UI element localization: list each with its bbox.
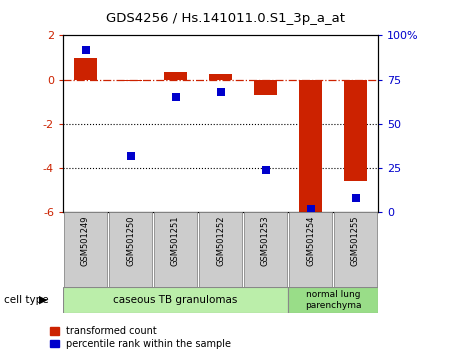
- Bar: [344, 80, 367, 181]
- Text: ▶: ▶: [39, 295, 47, 305]
- Text: GSM501252: GSM501252: [216, 215, 225, 266]
- Text: GSM501255: GSM501255: [351, 215, 360, 266]
- Text: normal lung
parenchyma: normal lung parenchyma: [305, 290, 361, 310]
- Bar: [299, 80, 322, 215]
- Point: [82, 47, 89, 52]
- Bar: [64, 212, 107, 287]
- Text: GSM501249: GSM501249: [81, 215, 90, 266]
- Point: [307, 206, 314, 212]
- Bar: [244, 212, 287, 287]
- Bar: [63, 287, 288, 313]
- Bar: [154, 212, 197, 287]
- Text: GDS4256 / Hs.141011.0.S1_3p_a_at: GDS4256 / Hs.141011.0.S1_3p_a_at: [105, 12, 345, 25]
- Point: [217, 89, 224, 95]
- Bar: [209, 74, 232, 80]
- Bar: [254, 80, 277, 95]
- Bar: [289, 212, 332, 287]
- Text: cell type: cell type: [4, 295, 49, 305]
- Text: GSM501254: GSM501254: [306, 215, 315, 266]
- Legend: transformed count, percentile rank within the sample: transformed count, percentile rank withi…: [50, 326, 231, 349]
- Text: GSM501253: GSM501253: [261, 215, 270, 266]
- Bar: [119, 80, 142, 81]
- Bar: [109, 212, 152, 287]
- Bar: [74, 57, 97, 80]
- Text: GSM501250: GSM501250: [126, 215, 135, 266]
- Point: [127, 153, 134, 159]
- Text: caseous TB granulomas: caseous TB granulomas: [113, 295, 238, 305]
- Point: [352, 195, 359, 201]
- Bar: [199, 212, 242, 287]
- Bar: [288, 287, 378, 313]
- Bar: [164, 72, 187, 80]
- Point: [262, 167, 269, 173]
- Point: [172, 95, 179, 100]
- Bar: [334, 212, 377, 287]
- Text: GSM501251: GSM501251: [171, 215, 180, 266]
